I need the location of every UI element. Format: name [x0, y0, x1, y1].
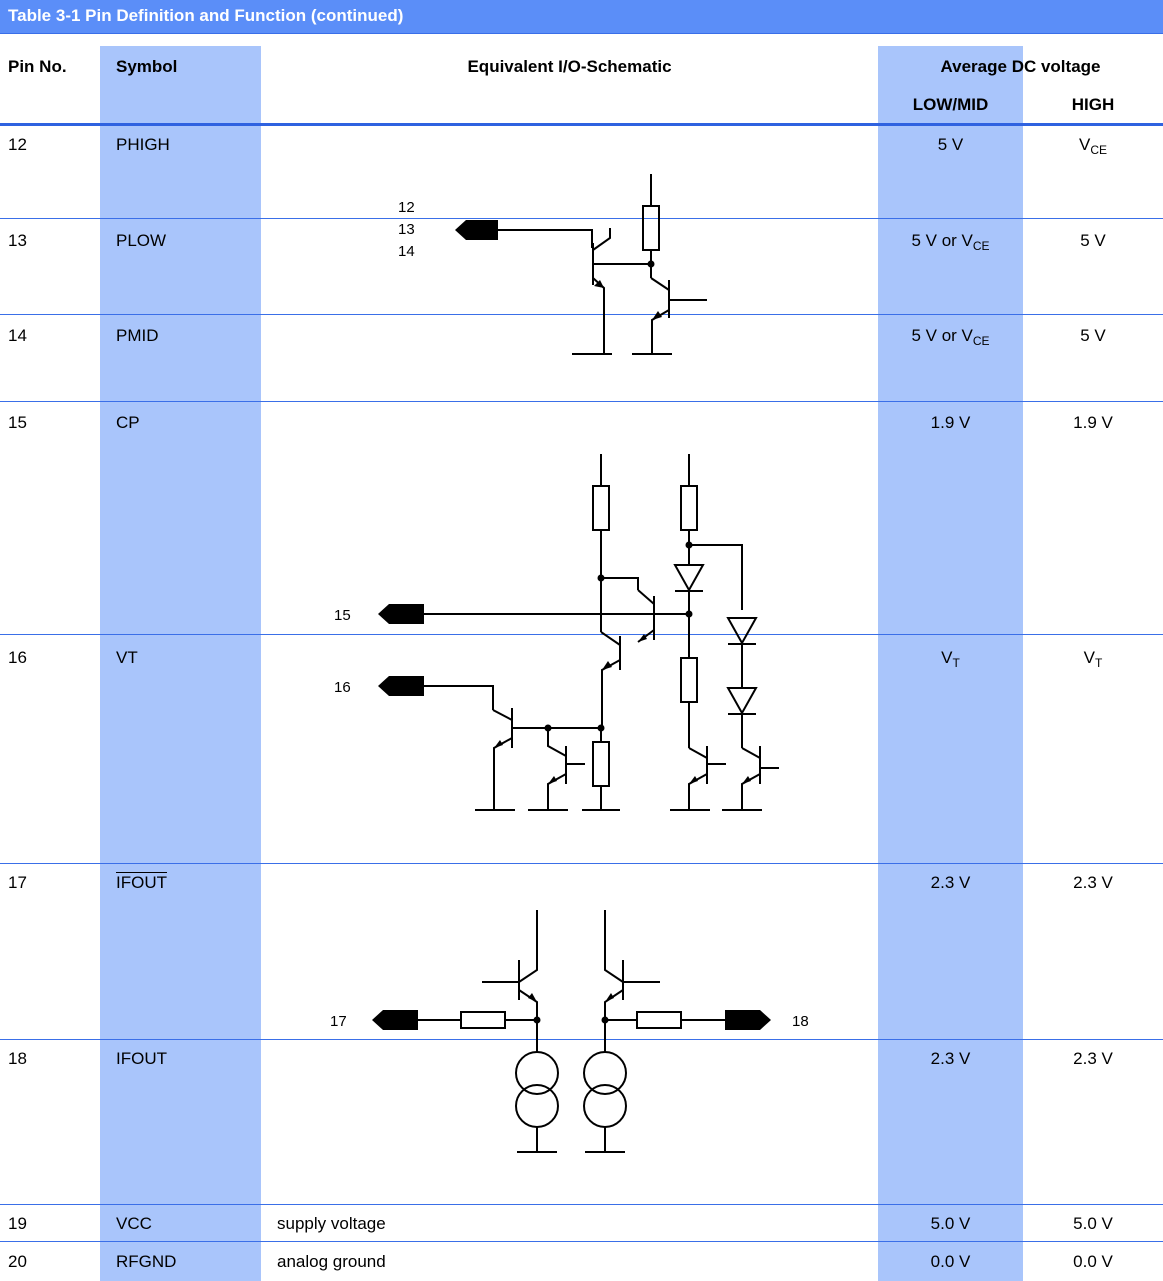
low-mid-column-shading: [878, 46, 1023, 1281]
pin-number: 15: [8, 413, 27, 432]
header-top-rule: [0, 33, 1163, 34]
pin-terminal: [378, 604, 424, 624]
pin-terminal: [378, 676, 424, 696]
header-symbol: Symbol: [116, 57, 178, 76]
pin-terminal: [725, 1010, 771, 1030]
pin-description: analog ground: [277, 1252, 386, 1271]
schematic-pin-label: 16: [334, 679, 351, 696]
row-rule: [0, 1039, 1163, 1040]
pin-symbol: IFOUT: [116, 1049, 167, 1068]
schematic-pins-15-16: 15 16: [334, 454, 779, 811]
current-source: [583, 1051, 627, 1095]
header-average-dc-voltage: Average DC voltage: [940, 57, 1101, 76]
high-value: 2.3 V: [1073, 1049, 1113, 1068]
schematic-pin-label: 13: [398, 221, 415, 238]
header-low-mid: LOW/MID: [912, 95, 989, 114]
pin-symbol: RFGND: [116, 1252, 177, 1271]
pin-number: 13: [8, 231, 27, 250]
pin-number: 20: [8, 1252, 27, 1271]
row-rule: [0, 314, 1163, 315]
pin-symbol: CP: [116, 413, 140, 432]
low-mid-value: 5 V: [937, 135, 964, 154]
high-value: VCE: [1078, 135, 1107, 157]
row-rule: [0, 401, 1163, 402]
row-rule: [0, 1204, 1163, 1205]
diode: [673, 564, 705, 593]
pin-number: 12: [8, 135, 27, 154]
header-pin-no: Pin No.: [8, 57, 67, 76]
pin-symbol: PLOW: [116, 231, 167, 250]
resistor: [680, 657, 698, 703]
table-title-bar: [0, 0, 1163, 33]
pin-terminal: [372, 1010, 418, 1030]
low-mid-value: 2.3 V: [930, 873, 971, 892]
high-value: 5.0 V: [1073, 1214, 1113, 1233]
resistor: [592, 485, 610, 531]
resistor: [636, 1011, 682, 1029]
schematic-pin-label: 18: [792, 1013, 809, 1030]
schematic-pin-label: 12: [398, 199, 415, 216]
symbol-column-shading: [100, 46, 261, 1281]
pin-symbol: VCC: [116, 1214, 152, 1233]
pin-number: 14: [8, 326, 27, 345]
low-mid-value: 5 V or VCE: [911, 231, 990, 253]
row-rule: [0, 218, 1163, 219]
resistor: [460, 1011, 506, 1029]
row-rule: [0, 634, 1163, 635]
pin-number: 18: [8, 1049, 27, 1068]
high-value: 5 V: [1080, 231, 1106, 250]
pin-number: 16: [8, 648, 27, 667]
header-bottom-rule: [0, 123, 1163, 126]
diode: [726, 617, 758, 646]
high-value: VT: [1083, 648, 1103, 670]
table-title: Table 3-1 Pin Definition and Function (c…: [8, 6, 404, 25]
high-value: 5 V: [1080, 326, 1106, 345]
high-value: 1.9 V: [1073, 413, 1113, 432]
schematic-pins-17-18: 17 18: [330, 910, 809, 1153]
schematic-pin-label: 17: [330, 1013, 347, 1030]
high-value: 2.3 V: [1073, 873, 1113, 892]
resistor: [592, 741, 610, 787]
row-rule: [0, 863, 1163, 864]
pin-symbol: PHIGH: [116, 135, 170, 154]
current-source: [515, 1051, 559, 1095]
low-mid-value: VT: [941, 648, 960, 670]
header-schematic: Equivalent I/O-Schematic: [467, 57, 672, 76]
header-high: HIGH: [1071, 95, 1115, 114]
schematic-pin-label: 14: [398, 243, 415, 260]
resistor: [642, 205, 660, 251]
pin-symbol: PMID: [116, 326, 159, 345]
high-value: 0.0 V: [1073, 1252, 1113, 1271]
pin-symbol-inverted: IFOUT: [116, 873, 167, 892]
resistor: [680, 485, 698, 531]
low-mid-value: 1.9 V: [930, 413, 971, 432]
low-mid-value: 2.3 V: [930, 1049, 971, 1068]
low-mid-value: 0.0 V: [930, 1252, 971, 1271]
low-mid-value: 5.0 V: [930, 1214, 971, 1233]
pin-description: supply voltage: [277, 1214, 386, 1233]
pin-symbol: VT: [116, 648, 138, 667]
row-rule: [0, 1241, 1163, 1242]
pin-number: 17: [8, 873, 27, 892]
low-mid-value: 5 V or VCE: [911, 326, 990, 348]
diode: [726, 687, 758, 716]
schematic-pins-12-14: 12 13 14: [398, 174, 707, 355]
schematic-pin-label: 15: [334, 607, 351, 624]
pin-number: 19: [8, 1214, 27, 1233]
pin-terminal: [455, 220, 498, 240]
